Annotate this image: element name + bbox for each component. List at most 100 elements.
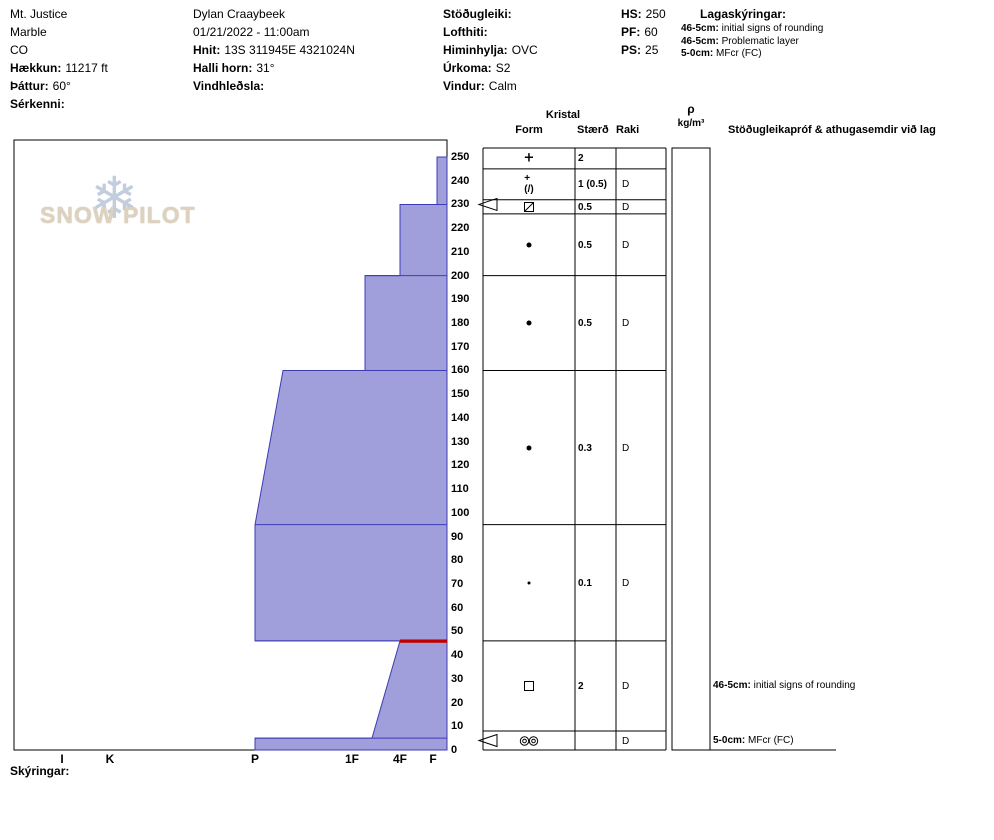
wind-loading: Vindhleðsla:: [193, 79, 265, 93]
depth-axis-label: 20: [451, 696, 464, 709]
thin-layer-notch: [477, 733, 498, 748]
grain-size: 0.5: [578, 239, 592, 251]
depth-axis-label: 210: [451, 245, 470, 258]
table-header-form: Form: [515, 124, 543, 136]
table-header-size: Stærð: [577, 124, 609, 136]
precipitation: Úrkoma: S2: [443, 61, 511, 75]
coordinates: Hnit: 13S 311945E 4321024N: [193, 43, 355, 57]
depth-axis-label: 220: [451, 222, 470, 235]
observer-name: Dylan Craaybeek: [193, 7, 286, 21]
special-features: Sérkenni:: [10, 97, 65, 111]
depth-axis-label: 250: [451, 151, 470, 163]
grain-form-symbol: [519, 735, 540, 747]
grain-form-symbol: [526, 445, 532, 451]
layer-note: 46-5cm: Problematic layer: [681, 35, 799, 47]
table-header-comments: Stöðugleikapróf & athugasemdir við lag: [728, 124, 936, 136]
air-temp: Lofthiti:: [443, 25, 488, 39]
grain-wetness: D: [622, 577, 630, 589]
comment-depth-range: 5-0cm:: [713, 734, 746, 746]
hardness-axis-label: F: [429, 752, 437, 766]
aspect: Þáttur: 60°: [10, 79, 71, 93]
layer-note: 5-0cm: MFcr (FC): [681, 48, 762, 59]
grain-form-symbol: [526, 242, 532, 248]
slope-angle: Halli horn: 31°: [193, 61, 275, 75]
site-state: CO: [10, 43, 28, 57]
grain-size: 0.5: [578, 318, 592, 330]
header-weather-block: Stöðugleiki: Lofthiti: Himinhylja: OVC Úr…: [443, 5, 538, 95]
thin-layer-notch: [477, 197, 498, 212]
depth-axis-label: 110: [451, 483, 469, 496]
depth-axis-label: 10: [451, 720, 464, 733]
foot-penetration-pf: PF: 60: [621, 25, 658, 39]
depth-axis-label: 130: [451, 435, 470, 448]
wind: Vindur: Calm: [443, 79, 517, 93]
total-snow-height-hs: HS: 250: [621, 7, 666, 21]
depth-axis-label: 50: [451, 625, 464, 638]
grain-wetness: D: [622, 318, 630, 330]
legend-label: Skýringar:: [10, 764, 70, 778]
sky-cover: Himinhylja: OVC: [443, 43, 538, 57]
grain-size: 2: [578, 680, 584, 692]
grain-form-symbol: [523, 201, 535, 213]
ski-penetration-ps: PS: 25: [621, 43, 659, 57]
hardness-axis-label: K: [105, 752, 115, 766]
grain-wetness: D: [622, 239, 630, 251]
snowflake-icon: ❄: [90, 164, 139, 232]
hardness-axis-label: 4F: [392, 752, 408, 766]
layer-comment: 46-5cm: initial signs of rounding: [713, 679, 856, 691]
table-header-wetness: Raki: [616, 124, 640, 136]
depth-axis-label: 230: [451, 198, 470, 211]
grain-wetness: D: [622, 442, 630, 454]
depth-axis-label: 90: [451, 530, 464, 543]
grain-form-symbol: + (/): [524, 173, 534, 196]
depth-axis-label: 160: [451, 364, 470, 377]
grain-size: 2: [578, 153, 584, 165]
depth-axis-label: 60: [451, 601, 464, 614]
grain-form-symbol: +: [523, 150, 535, 166]
depth-axis-label: 150: [451, 388, 470, 401]
site-area: Marble: [10, 25, 47, 39]
grain-size: 0.1: [578, 577, 592, 589]
grain-form-symbol: [527, 581, 531, 585]
table-header-density-unit: kg/m³: [677, 118, 705, 129]
table-header-density-symbol: ρ: [687, 102, 695, 116]
logo-text: SNOW PILOT: [40, 202, 196, 228]
elevation: Hækkun: 11217 ft: [10, 61, 108, 75]
depth-axis-label: 0: [451, 744, 458, 756]
depth-axis-label: 170: [451, 340, 470, 353]
grain-size: 1 (0.5): [578, 179, 607, 191]
density-column: [671, 147, 711, 751]
depth-axis-label: 200: [451, 269, 470, 282]
hardness-axis-label: 1F: [344, 752, 360, 766]
depth-axis-label: 100: [451, 506, 470, 519]
layer-notes-block: Lagaskýringar: 46-5cm: initial signs of …: [681, 5, 823, 61]
depth-axis-label: 140: [451, 411, 470, 424]
layer-note: 46-5cm: initial signs of rounding: [681, 23, 824, 34]
depth-axis-label: 30: [451, 672, 464, 685]
stability: Stöðugleiki:: [443, 7, 512, 21]
site-name: Mt. Justice: [10, 7, 68, 21]
depth-axis-label: 180: [451, 317, 470, 330]
problem-layer-marker: [400, 639, 447, 643]
grain-wetness: D: [622, 201, 630, 213]
depth-axis-label: 80: [451, 554, 464, 567]
snowpilot-logo: ❄ SNOW PILOT: [38, 168, 218, 240]
grain-size: 0.5: [578, 201, 592, 213]
grain-wetness: D: [622, 735, 630, 747]
grain-wetness: D: [622, 179, 630, 191]
layer-notes-title: Lagaskýringar:: [700, 7, 787, 21]
hardness-axis-label: P: [250, 752, 260, 766]
header-observer-block: Dylan Craaybeek 01/21/2022 - 11:00am Hni…: [193, 5, 355, 95]
comment-depth-range: 46-5cm:: [713, 679, 751, 691]
header-measurements-block: HS: 250 PF: 60 PS: 25: [621, 5, 666, 59]
depth-axis-label: 70: [451, 577, 464, 590]
depth-axis-label: 190: [451, 293, 470, 306]
grain-form-symbol: [524, 680, 534, 691]
hardness-axis-label: I: [60, 752, 64, 766]
grain-form-symbol: [526, 320, 532, 326]
depth-axis-label: 240: [451, 174, 470, 187]
grain-wetness: D: [622, 680, 630, 692]
observation-datetime: 01/21/2022 - 11:00am: [193, 25, 310, 39]
